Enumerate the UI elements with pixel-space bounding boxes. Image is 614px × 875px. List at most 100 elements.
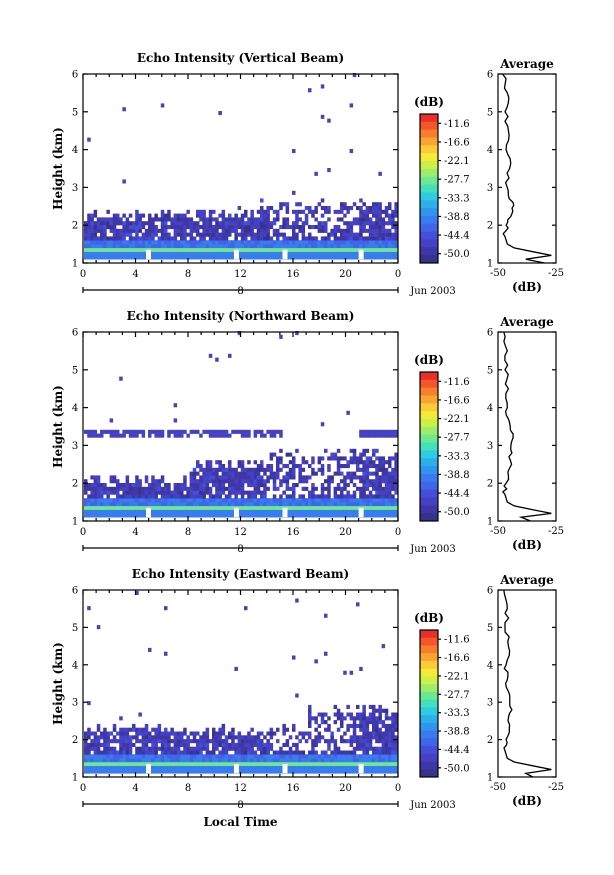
heatmap-cell (336, 761, 341, 766)
heatmap-cell (212, 758, 216, 763)
heatmap-cell (384, 471, 389, 476)
heatmap-cell (205, 758, 210, 763)
heatmap-cell (132, 486, 136, 491)
heatmap-cell (362, 490, 366, 495)
heatmap-cell (279, 509, 283, 514)
heatmap-cell (381, 240, 386, 245)
heatmap-cell (346, 236, 350, 241)
heatmap-cell (84, 502, 88, 507)
heatmap-cell (132, 251, 136, 256)
heatmap-cell (154, 761, 158, 766)
heatmap-cell (330, 232, 334, 237)
heatmap-cell (391, 723, 395, 728)
heatmap-cell (320, 502, 325, 507)
heatmap-cell (301, 247, 306, 252)
heatmap-cell (170, 251, 174, 256)
heatmap-cell (282, 742, 286, 747)
heatmap-cell (176, 505, 181, 510)
heatmap-cell (176, 255, 181, 260)
heatmap-cell (96, 228, 101, 233)
heatmap-cell (311, 502, 315, 507)
heatmap-cell (378, 232, 382, 237)
heatmap-cell (112, 247, 117, 252)
heatmap-cell (231, 731, 235, 736)
heatmap-cell (112, 255, 117, 260)
heatmap-cell (218, 758, 222, 763)
heatmap-cell (298, 247, 302, 252)
heatmap-cell (186, 765, 190, 770)
heatmap-cell (260, 247, 264, 252)
heatmap-cell (189, 502, 194, 507)
heatmap-cell (151, 217, 155, 222)
heatmap-cell (240, 228, 245, 233)
heatmap-cell (394, 202, 398, 207)
colorbar-swatch (420, 473, 438, 483)
heatmap-cell (144, 486, 149, 491)
heatmap-cell (365, 247, 370, 252)
heatmap-cell (125, 221, 130, 226)
heatmap-cell (154, 742, 158, 747)
heatmap-cell (388, 750, 392, 755)
heatmap-cell (311, 758, 315, 763)
heatmap-cell (288, 765, 293, 770)
heatmap-cell (116, 232, 120, 237)
heatmap-cell (256, 746, 261, 751)
heatmap-cell (320, 244, 325, 249)
heatmap-cell (336, 244, 341, 249)
heatmap-cell (119, 505, 123, 510)
heatmap-cell (288, 475, 293, 480)
heatmap-cell (288, 225, 293, 230)
heatmap-cell (112, 769, 117, 774)
heatmap-cell (269, 471, 274, 476)
heatmap-cell (116, 754, 120, 759)
heatmap-cell (391, 498, 395, 503)
heatmap-cell (308, 769, 312, 774)
heatmap-cell (125, 498, 130, 503)
heatmap-cell (144, 221, 149, 226)
heatmap-cell (394, 206, 398, 211)
heatmap-cell (343, 765, 347, 770)
heatmap-cell (176, 240, 181, 245)
heatmap-cell (372, 712, 376, 717)
heatmap-cell (333, 502, 338, 507)
heatmap-cell (292, 505, 296, 510)
heatmap-cell (301, 513, 306, 518)
heatmap-cell (183, 494, 187, 499)
heatmap-cell (356, 746, 360, 751)
heatmap-cell (391, 494, 395, 499)
heatmap-cell (279, 513, 283, 518)
heatmap-cell (116, 758, 120, 763)
heatmap-cell (279, 448, 283, 453)
heatmap-cell (103, 727, 107, 732)
heatmap-cell (276, 509, 280, 514)
heatmap-cell (378, 206, 382, 211)
heatmap-cell (356, 247, 360, 252)
heatmap-cell (247, 490, 251, 495)
heatmap-cell (215, 731, 219, 736)
heatmap-cell (234, 221, 238, 226)
y-tick-label: 2 (72, 479, 78, 490)
heatmap-cell (141, 429, 146, 434)
heatmap-cell (333, 452, 338, 457)
heatmap-cell (266, 236, 270, 241)
heatmap-cell (119, 247, 123, 252)
average-profile-line (503, 589, 552, 778)
heatmap-cell (256, 471, 261, 476)
heatmap-cell (352, 255, 357, 260)
heatmap-cell (234, 754, 238, 759)
heatmap-cell (96, 735, 101, 740)
heatmap-cell (384, 479, 389, 484)
heatmap-cell (173, 244, 178, 249)
heatmap-cell (253, 739, 258, 744)
heatmap-cell (381, 708, 386, 713)
heatmap-cell (218, 761, 222, 766)
heatmap-cell (349, 513, 354, 518)
heatmap-cell (116, 494, 120, 499)
heatmap-cell (154, 429, 158, 434)
heatmap-cell (269, 505, 274, 510)
heatmap-cell (100, 758, 104, 763)
heatmap-cell (384, 505, 389, 510)
heatmap-cell (132, 742, 136, 747)
heatmap-cell (100, 509, 104, 514)
heatmap-cell (154, 483, 158, 488)
